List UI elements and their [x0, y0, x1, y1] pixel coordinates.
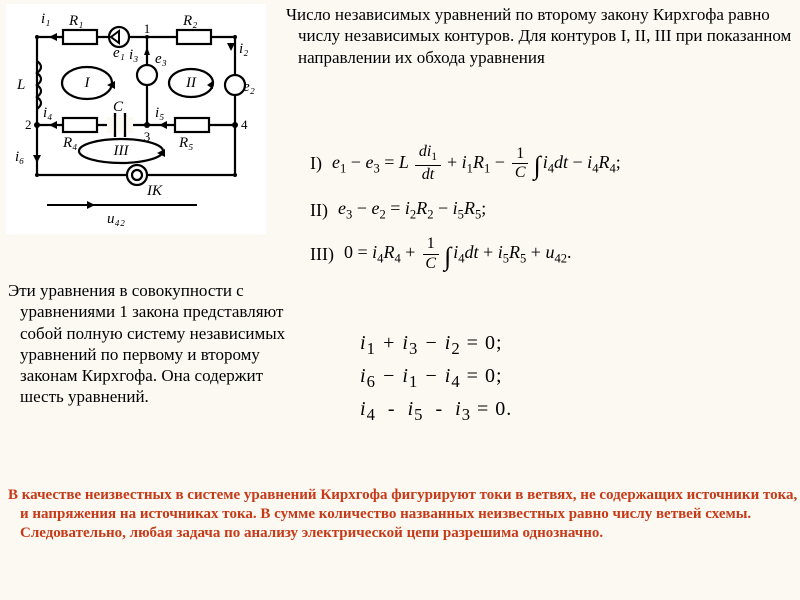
kcl-3: i4 - i5 - i3 = 0.	[360, 398, 512, 425]
eq3-label: III)	[310, 244, 334, 265]
lbl-R1: R₁	[68, 13, 83, 29]
eq1-label: I)	[310, 153, 322, 174]
eq-row-3: III) 0 = i4R4 + 1C ∫ i4dt + i5R5 + u42.	[310, 236, 621, 273]
lbl-L: L	[16, 77, 25, 93]
lbl-n1: 1	[144, 21, 151, 36]
lbl-R5: R₅	[178, 135, 193, 151]
eq-row-2: II) e3 − e2 = i2R2 − i5R5;	[310, 198, 621, 223]
lbl-loop2: II	[185, 75, 197, 91]
lbl-i2: i₂	[239, 41, 248, 57]
bottom-paragraph: В качестве неизвестных в системе уравнен…	[8, 486, 800, 542]
page: i₁ i₂ i₃ i₄ i₅ i₆ R₁ R₂ R₄ R₅ e₁ e₂ e₃ L…	[0, 0, 800, 600]
lbl-n2: 2	[25, 117, 32, 132]
eq-row-1: I) e1 − e3 = L di1dt + i1R1 − 1C ∫ i4dt …	[310, 144, 621, 184]
lbl-R4: R₄	[62, 135, 77, 151]
eq2-label: II)	[310, 200, 328, 221]
equations-kvl: I) e1 − e3 = L di1dt + i1R1 − 1C ∫ i4dt …	[310, 144, 621, 273]
equations-kcl: i1 + i3 − i2 = 0; i6 − i1 − i4 = 0; i4 -…	[360, 332, 512, 431]
intro-paragraph: Число независимых уравнений по второму з…	[286, 4, 796, 68]
lbl-i6: i₆	[15, 149, 24, 165]
kcl-1: i1 + i3 − i2 = 0;	[360, 332, 512, 359]
lbl-R2: R₂	[182, 13, 197, 29]
kcl-2: i6 − i1 − i4 = 0;	[360, 365, 512, 392]
lbl-u42: u₄₂	[107, 211, 125, 227]
lbl-C: C	[113, 99, 124, 115]
lbl-n3: 3	[144, 129, 151, 144]
circuit-diagram: i₁ i₂ i₃ i₄ i₅ i₆ R₁ R₂ R₄ R₅ e₁ e₂ e₃ L…	[6, 4, 266, 234]
lbl-e2: e₂	[243, 79, 255, 95]
middle-paragraph: Эти уравнения в совокупности с уравнения…	[8, 280, 290, 408]
lbl-i4: i₄	[43, 105, 52, 121]
lbl-loop1: I	[84, 75, 91, 91]
lbl-e1: e₁	[113, 45, 125, 61]
lbl-IK: IК	[146, 183, 163, 199]
lbl-loop3: III	[113, 143, 130, 159]
lbl-i5: i₅	[155, 105, 164, 121]
lbl-e3: e₃	[155, 51, 167, 67]
lbl-i1: i₁	[41, 11, 50, 27]
lbl-i3: i₃	[129, 47, 138, 63]
lbl-n4: 4	[241, 117, 248, 132]
